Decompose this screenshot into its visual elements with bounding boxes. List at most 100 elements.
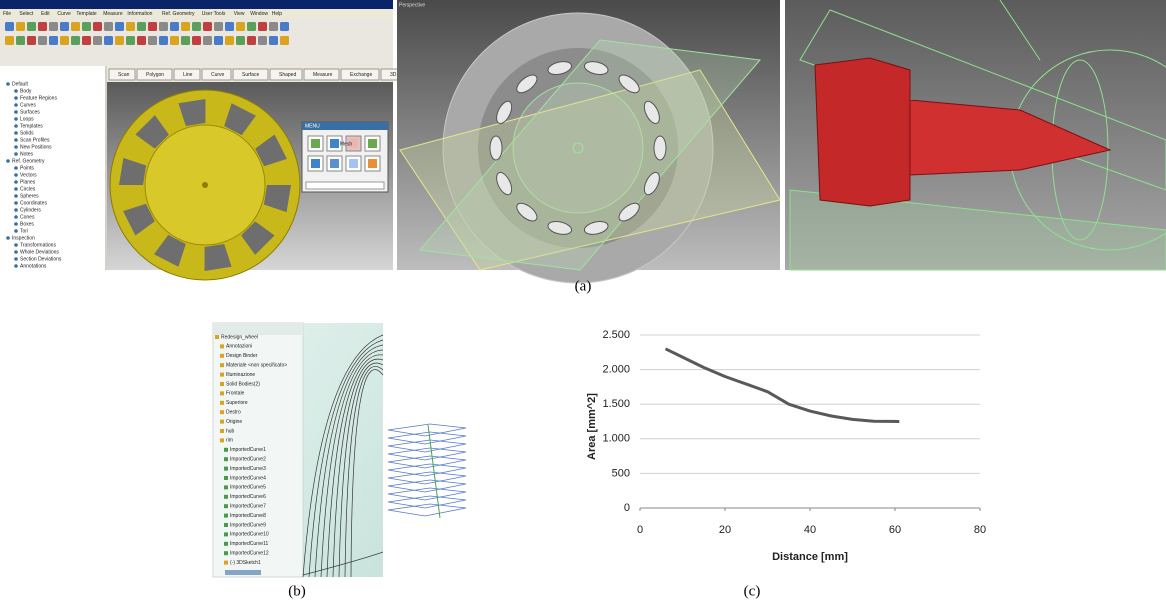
tree-icon [14,222,18,226]
tree-item: Feature Regions [20,95,57,101]
screenshot-a2: Perspective [397,0,780,283]
tree-icon [14,96,18,100]
section-curve [388,448,466,460]
section-curve [388,480,466,492]
tab-label: Exchange [350,72,372,78]
tree-toolbar [213,323,303,335]
dialog-icon [330,139,339,148]
tree-item: ImportedCurve12 [230,551,269,557]
tree-icon [14,194,18,198]
tree-item: ImportedCurve2 [230,457,266,463]
screenshot-a1: MENU FileSelectEditCurveTemplateMeasureI… [0,0,425,280]
tree-item: Whole Deviations [20,249,59,255]
dialog-icon [330,159,339,168]
x-tick-label: 0 [637,524,643,536]
menu-item: Curve [57,11,71,17]
menu-item: Window [250,11,268,17]
toolbar-icon [60,36,69,45]
toolbar-icon [225,22,234,31]
tree-item: rim [226,438,233,444]
tree-icon [224,542,228,546]
tree-item: Default [12,81,28,87]
toolbar-icon [203,22,212,31]
dialog-field [306,182,384,189]
tree-item: Frontale [226,391,245,397]
tree-item: (-) 3DSketch1 [230,560,261,566]
toolbar-icon [93,22,102,31]
dialog-icon [311,139,320,148]
tree-item: Destro [226,410,241,416]
tree-icon [224,448,228,452]
toolbar-icon [170,36,179,45]
toolbar-icon [148,22,157,31]
tab-label: Curve [211,72,225,78]
tree-icon [220,401,224,405]
tree-item: ImportedCurve10 [230,532,269,538]
toolbar-icon [159,36,168,45]
toolbar-icon [60,22,69,31]
tree-icon [224,457,228,461]
toolbar-icon [258,36,267,45]
toolbar-icon [236,22,245,31]
tree-icon [224,561,228,565]
tree-item: hub [226,428,235,434]
toolbar-icon [27,22,36,31]
tree-icon [14,257,18,261]
tree-icon [215,335,219,339]
tree-icon [224,523,228,527]
section-curve [388,424,466,436]
caption: (c) [744,583,761,599]
tab-label: Line [183,72,193,78]
tree-item: Cones [20,214,35,220]
toolbar-icon [203,36,212,45]
tree-item: ImportedCurve5 [230,485,266,491]
tree-item: Annotations [20,263,47,269]
tree-icon [220,363,224,367]
y-axis-label: Area [mm^2] [586,393,598,460]
tree-icon [220,373,224,377]
toolbar-icon [104,36,113,45]
tree-item: Materiale <non specificato> [226,363,287,369]
toolbar-icon [16,36,25,45]
section-curve [388,504,466,516]
blade [654,136,666,160]
dialog-icon [368,159,377,168]
toolbar-icon [236,36,245,45]
toolbar-icon [269,22,278,31]
caption: (b) [288,583,306,599]
tab-label: Surface [242,72,259,78]
figure: MENU FileSelectEditCurveTemplateMeasureI… [0,0,1166,601]
tree-icon [14,229,18,233]
tree-item: Spheres [20,193,39,199]
toolbar-icon [104,22,113,31]
x-tick-label: 40 [804,524,816,536]
toolbar-icon [269,36,278,45]
toolbar-icon [280,22,289,31]
menu-item: Select [19,11,34,17]
tree-item: Solid Bodies(2) [226,381,260,387]
tree-icon [14,145,18,149]
tree-icon [224,476,228,480]
toolbar-icon [214,22,223,31]
menu-item: Measure [103,11,123,17]
section-curve [388,488,466,500]
tree-icon [14,187,18,191]
menu-item: Information [127,11,152,17]
tree-icon [14,180,18,184]
toolbar-icon [247,36,256,45]
section-curve [388,440,466,452]
blade-section [815,58,910,206]
tree-icon [6,159,10,163]
wheel-center [202,182,208,188]
tree-item: Transformations [20,242,56,248]
dialog-icon [368,139,377,148]
tree-icon [14,208,18,212]
menu-item: Help [272,11,283,17]
tree-item: ImportedCurve4 [230,475,266,481]
toolbar-icon [82,22,91,31]
menu-item: Edit [41,11,50,17]
tree-icon [14,89,18,93]
tree-icon [14,166,18,170]
tree-item: Inspection [12,235,35,241]
dialog-icon [311,159,320,168]
